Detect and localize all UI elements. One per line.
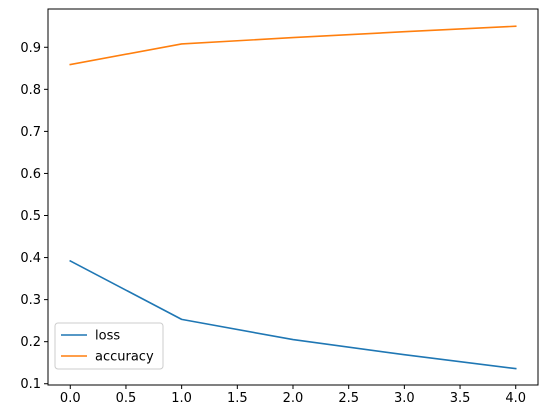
x-tick-label: 3.5 [450,391,471,406]
x-tick-label: 1.5 [227,391,248,406]
x-tick-label: 1.0 [171,391,192,406]
legend-label-loss: loss [95,329,120,344]
plot-frame [47,8,539,386]
y-tick-label: 0.1 [20,377,41,392]
y-tick-label: 0.4 [20,251,41,266]
series-line-accuracy [69,25,517,66]
legend-label-accuracy: accuracy [95,350,154,365]
x-tick-label: 4.0 [505,391,526,406]
plot-series [69,25,517,370]
series-line-loss [69,259,517,370]
x-tick-label: 0.0 [60,391,81,406]
x-tick-label: 0.5 [116,391,137,406]
y-tick-label: 0.6 [20,167,41,182]
y-tick-label: 0.9 [20,41,41,56]
x-tick-label: 2.0 [283,391,304,406]
y-tick-label: 0.5 [20,209,41,224]
y-tick-label: 0.7 [20,125,41,140]
y-tick-label: 0.2 [20,335,41,350]
x-tick-label: 2.5 [338,391,359,406]
y-tick-label: 0.3 [20,293,41,308]
y-tick-label: 0.8 [20,83,41,98]
x-tick-label: 3.0 [394,391,415,406]
legend: loss accuracy [54,322,164,370]
y-axis: 0.1 0.2 0.3 0.4 0.5 0.6 0.7 0.8 0.9 [20,41,48,392]
x-axis: 0.0 0.5 1.0 1.5 2.0 2.5 3.0 3.5 4.0 [60,385,526,406]
